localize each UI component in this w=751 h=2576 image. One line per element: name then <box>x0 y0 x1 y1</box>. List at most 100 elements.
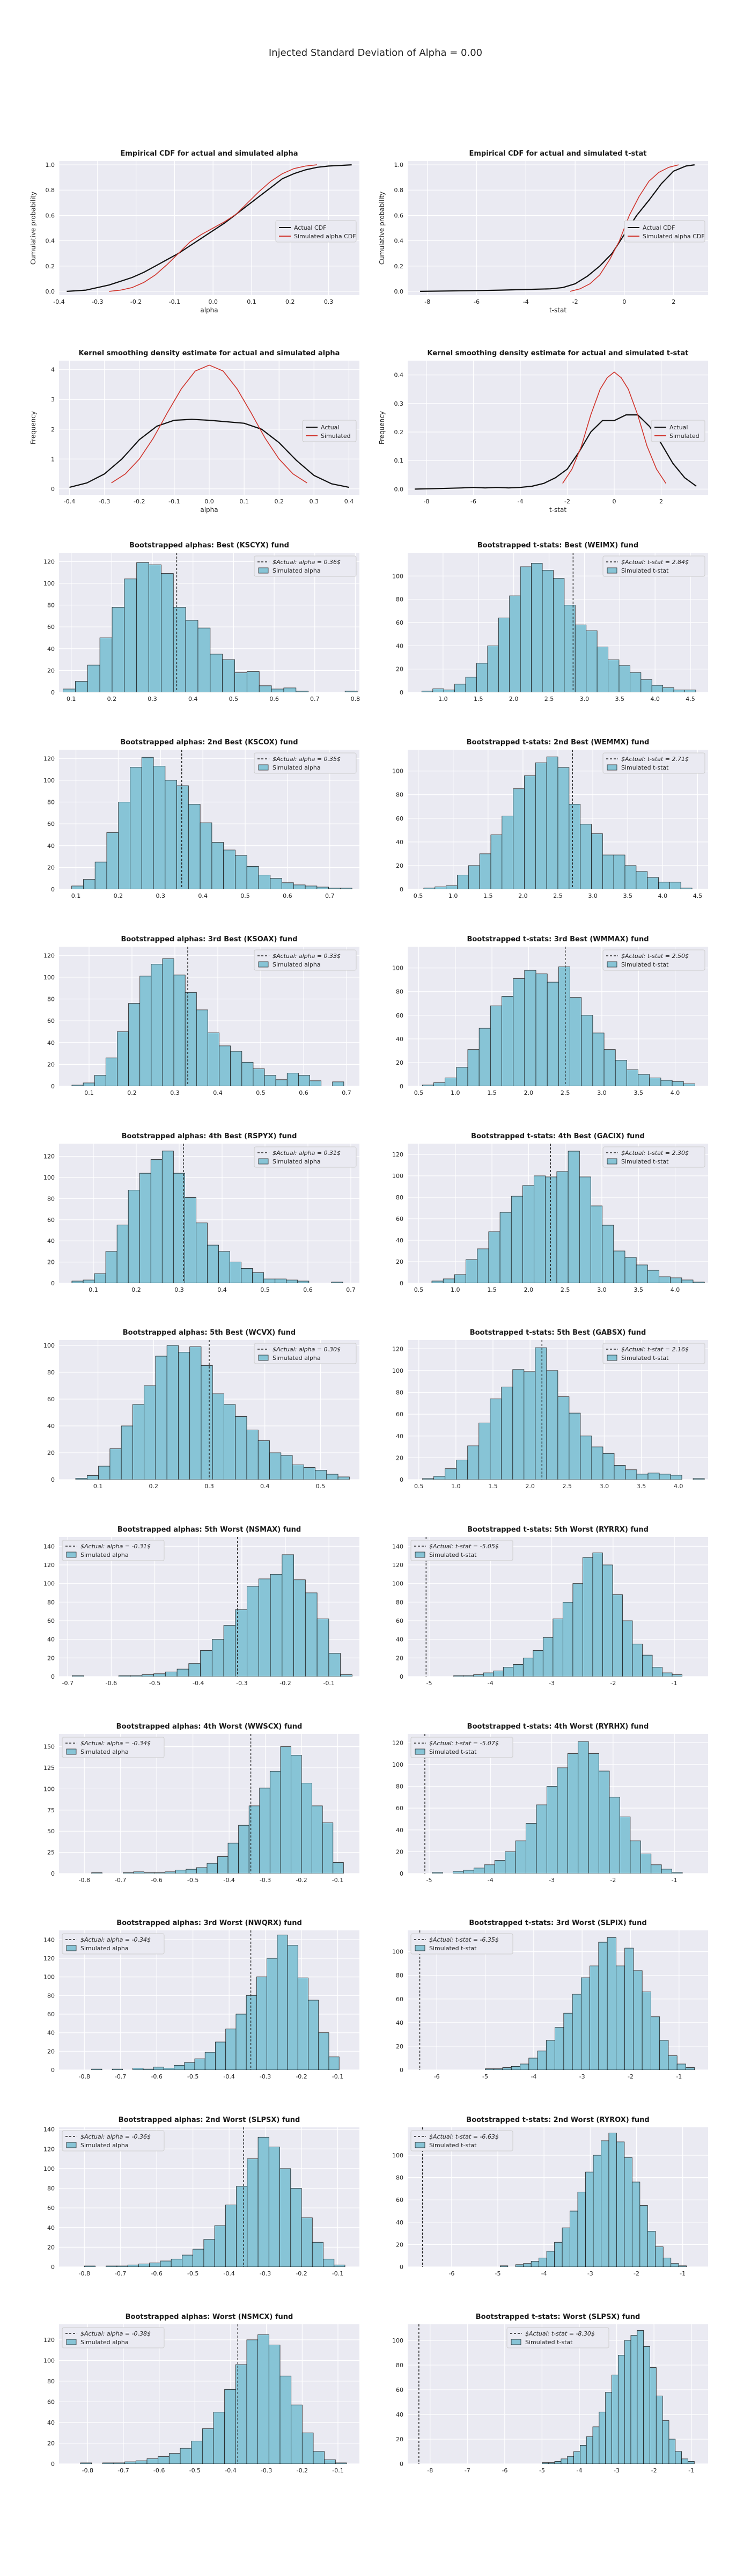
x-tick-label: 0.5 <box>414 1483 424 1490</box>
histogram-bar <box>322 1823 334 1874</box>
histogram-bar <box>211 842 224 889</box>
x-tick-label: -6 <box>474 298 480 305</box>
x-tick-label: 0.1 <box>239 498 249 505</box>
x-tick-label: -0.1 <box>332 2073 343 2080</box>
legend-swatch-simulated <box>607 764 617 771</box>
legend-box <box>62 1540 165 1561</box>
legend-swatch-simulated <box>258 567 269 574</box>
x-tick-label: -3 <box>579 2073 585 2080</box>
y-tick-label: 140 <box>43 2126 55 2133</box>
histogram-bar <box>616 2141 625 2267</box>
y-tick-label: 0.6 <box>394 212 404 219</box>
chart-boot-tstat-4best: 0.5 1.0 1.5 2.0 2.5 3.0 3.5 4.0 0 20 40 60 80 100 120 B… <box>392 1132 708 1293</box>
histogram-bar <box>515 1840 526 1874</box>
histogram-bar <box>94 1273 106 1283</box>
histogram-bar <box>98 1466 111 1480</box>
histogram-bar <box>524 970 536 1086</box>
histogram-bar <box>315 1470 327 1480</box>
legend-swatch-simulated <box>66 1552 77 1558</box>
chart-boot-alpha-3worst: -0.8 -0.7 -0.6 -0.5 -0.4 -0.3 -0.2 -0.1 0 20 40 60 8… <box>43 1919 359 2080</box>
x-tick-label: 2.0 <box>525 1483 535 1490</box>
y-tick-label: 0.3 <box>394 400 404 407</box>
legend: $Actual: alpha = -0.38$ Simulated alpha <box>62 2327 165 2348</box>
legend-label-actual: $Actual: t-stat = 2.30$ <box>621 1150 689 1157</box>
y-tick-label: 80 <box>396 1783 403 1790</box>
histogram-bar <box>602 1453 615 1480</box>
histogram-bar <box>561 2458 568 2464</box>
chart-title: Bootstrapped alphas: 5th Worst (NSMAX) f… <box>117 1526 301 1534</box>
histogram-bar <box>219 1045 231 1086</box>
y-tick-label: 40 <box>47 2030 55 2037</box>
marks <box>422 2127 687 2267</box>
x-tick-label: 0.1 <box>247 298 256 305</box>
histogram-bar <box>631 2182 640 2267</box>
series-line-simulated <box>111 364 307 484</box>
x-tick-label: -0.1 <box>323 1680 334 1687</box>
histogram-bar <box>531 563 543 692</box>
histogram-bar <box>158 2456 170 2464</box>
y-tick-label: 40 <box>396 2019 403 2026</box>
histogram-bar <box>605 2392 612 2464</box>
histogram-bar <box>662 687 674 692</box>
legend-label-simulated: Simulated t-stat <box>429 2142 477 2149</box>
histogram-bar <box>275 1079 288 1086</box>
histogram-bar <box>234 672 247 692</box>
histogram-bar <box>630 1840 641 1874</box>
legend-label: Simulated alpha CDF <box>294 233 356 240</box>
histogram-bar <box>161 1151 174 1283</box>
x-tick-label: 2 <box>672 298 675 305</box>
x-tick-label: -6 <box>448 2270 454 2277</box>
histogram-bar <box>554 2461 562 2464</box>
legend-swatch-simulated <box>607 567 617 574</box>
chart-boot-alpha-5worst: -0.7 -0.6 -0.5 -0.4 -0.3 -0.2 -0.1 0 20 40 60 80 100… <box>43 1526 359 1687</box>
histogram-bar <box>259 1788 270 1874</box>
legend-label-simulated: Simulated alpha <box>273 1158 321 1165</box>
histogram-bar <box>591 833 603 889</box>
legend-label-actual: $Actual: t-stat = 2.84$ <box>621 559 689 566</box>
y-tick-label: 60 <box>396 619 403 626</box>
legend-label-simulated: Simulated alpha <box>80 2142 129 2149</box>
legend-label: Actual <box>669 424 688 431</box>
y-tick-label: 0 <box>400 2067 403 2074</box>
legend-swatch-simulated <box>66 1945 77 1951</box>
x-tick-label: 0.1 <box>93 1483 103 1490</box>
x-tick-label: 2.5 <box>561 1286 570 1293</box>
y-tick-label: 120 <box>392 1739 403 1746</box>
plot-area: 0.5 1.0 1.5 2.0 2.5 3.0 3.5 4.0 0 20 40 60 80 100 Boot… <box>392 935 708 1096</box>
y-tick-label: 0.2 <box>46 263 55 270</box>
x-tick-label: 0.6 <box>303 1286 313 1293</box>
x-tick-label: 0 <box>613 498 616 505</box>
histogram-bar <box>613 1250 625 1283</box>
marks <box>63 553 358 692</box>
legend-label-actual: $Actual: t-stat = 2.71$ <box>621 756 689 763</box>
plot-area: -0.8 -0.7 -0.6 -0.5 -0.4 -0.3 -0.2 -0.1 0 25 50 75 1… <box>43 1723 359 1884</box>
y-tick-label: 0 <box>400 2264 403 2271</box>
histogram-bar <box>282 1554 294 1677</box>
histogram-bar <box>553 578 565 692</box>
chart-boot-alpha-worst: -0.8 -0.7 -0.6 -0.5 -0.4 -0.3 -0.2 -0.1 0 20 40 60 8… <box>43 2313 359 2474</box>
histogram-bar <box>312 2242 323 2267</box>
legend-label-actual: $Actual: t-stat = -8.30$ <box>525 2330 595 2337</box>
legend-label-simulated: Simulated t-stat <box>621 764 669 771</box>
histogram-bar <box>94 1075 106 1086</box>
x-tick-label: 0.3 <box>310 498 319 505</box>
x-axis-label: alpha <box>200 506 218 514</box>
histogram-bar <box>505 1851 516 1874</box>
x-tick-label: -3 <box>587 2270 593 2277</box>
x-tick-label: -8 <box>424 298 430 305</box>
marks <box>80 2324 347 2464</box>
histogram-bar <box>431 1280 444 1283</box>
legend-swatch-simulated <box>607 1158 617 1165</box>
y-tick-label: 0 <box>400 1280 403 1287</box>
histogram-bar <box>669 882 681 889</box>
histogram-bar <box>586 630 598 692</box>
y-tick-label: 100 <box>392 1367 403 1374</box>
histogram-bar <box>163 2068 174 2070</box>
y-tick-label: 100 <box>43 1580 55 1587</box>
histogram-bar <box>133 1871 144 1874</box>
legend-label-actual: $Actual: t-stat = -6.63$ <box>429 2133 499 2140</box>
histogram-bar <box>211 1639 224 1677</box>
marks <box>418 2324 695 2464</box>
histogram-bar <box>468 865 480 889</box>
x-tick-label: -0.6 <box>151 1877 162 1884</box>
